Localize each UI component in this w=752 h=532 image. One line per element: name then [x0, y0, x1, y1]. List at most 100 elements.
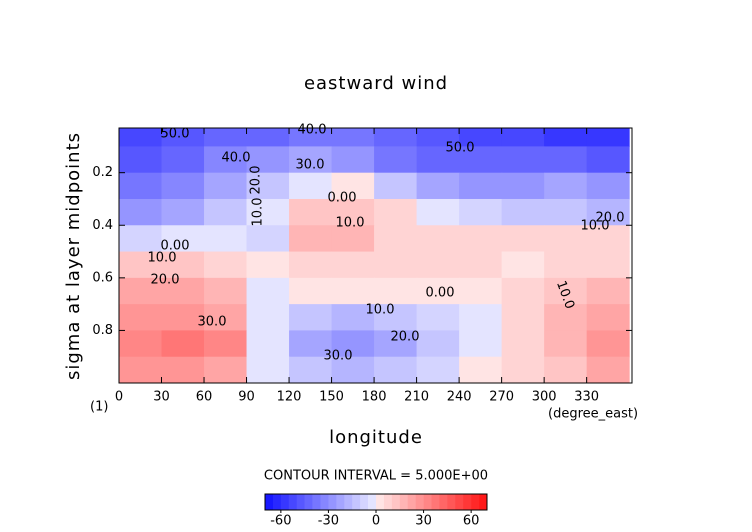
colorbar-cell: [463, 494, 472, 510]
colorbar-cell: [368, 494, 377, 510]
field-cell: [161, 356, 205, 384]
field-cell: [204, 172, 248, 200]
field-cell: [119, 277, 163, 305]
contour-label: 10.0: [581, 219, 610, 234]
colorbar-cell: [304, 494, 313, 510]
colorbar-cell: [280, 494, 290, 510]
field-cell: [586, 356, 630, 384]
field-cell: [501, 225, 545, 253]
field-cell: [246, 330, 290, 358]
x-tick-label: 300: [532, 390, 557, 405]
field-cell: [416, 146, 460, 174]
field-cell: [586, 225, 630, 253]
field-cell: [501, 277, 545, 305]
field-cell: [501, 356, 545, 384]
colorbar-cell: [391, 494, 401, 510]
field-cell: [331, 225, 375, 253]
field-cell: [374, 251, 418, 279]
colorbar-cell: [423, 494, 432, 510]
y-tick-label: 0.8: [92, 323, 113, 338]
x-tick-label: 60: [196, 390, 213, 405]
colorbar-cell: [288, 494, 298, 510]
y-axis-label: sigma at layer midpoints: [63, 132, 84, 380]
field-cell: [161, 251, 205, 279]
contour-label: 10.0: [148, 251, 177, 266]
contour-label: 20.0: [249, 166, 264, 195]
field-cell: [331, 304, 375, 331]
field-cell: [204, 330, 248, 358]
field-cell: [544, 198, 588, 226]
field-cell: [289, 356, 333, 384]
field-cell: [246, 198, 290, 226]
field-cell: [374, 356, 418, 384]
field-cell: [289, 146, 333, 174]
field-cell: [246, 128, 290, 147]
contour-label: 0.00: [161, 239, 190, 254]
colorbar-cell: [383, 494, 393, 510]
x-axis-label: longitude: [329, 427, 423, 448]
contour-interval: CONTOUR INTERVAL = 5.000E+00: [264, 469, 488, 484]
field-cell: [161, 172, 205, 200]
field-cell: [204, 146, 248, 174]
field-cell: [416, 277, 460, 305]
colorbar-cell: [328, 494, 337, 510]
field-cell: [161, 277, 205, 305]
field-cell: [331, 198, 375, 226]
field-cell: [161, 225, 205, 253]
contour-label: 40.0: [298, 123, 327, 138]
colorbar-tick-label: 60: [463, 514, 480, 529]
colorbar-cell: [376, 494, 385, 510]
field-cell: [161, 146, 205, 174]
field-cell: [289, 198, 333, 226]
field-cell: [289, 251, 333, 279]
field-cell: [374, 277, 418, 305]
field-cell: [501, 330, 545, 358]
field-cell: [459, 330, 503, 358]
field-cell: [586, 128, 630, 147]
x-tick-label: 90: [238, 390, 255, 405]
colorbar-cell: [455, 494, 464, 510]
field-cell: [374, 146, 418, 174]
field-cell: [416, 225, 460, 253]
colorbar-cell: [439, 494, 448, 510]
field-cell: [459, 304, 503, 331]
field-cell: [586, 277, 630, 305]
colorbar-cell: [447, 494, 456, 510]
field-cell: [459, 277, 503, 305]
colorbar-cell: [265, 494, 274, 510]
field-cell: [204, 198, 248, 226]
field-cell: [119, 330, 163, 358]
field-cell: [374, 330, 418, 358]
field-cell: [204, 277, 248, 305]
field-cell: [586, 172, 630, 200]
field-cell: [331, 128, 375, 147]
field-cell: [374, 304, 418, 331]
field-cell: [119, 356, 163, 384]
field-cell: [246, 304, 290, 331]
field-cell: [501, 251, 545, 279]
contour-label: 10.0: [336, 216, 365, 231]
x-tick-label: 180: [362, 390, 387, 405]
field-cell: [246, 251, 290, 279]
field-cell: [459, 146, 503, 174]
colorbar-cell: [336, 494, 345, 510]
contour-label: 50.0: [161, 127, 190, 142]
field-cell: [331, 172, 375, 200]
colorbar-tick-label: 30: [415, 514, 432, 529]
field-cell: [374, 128, 418, 147]
field-cell: [544, 356, 588, 384]
field-cell: [161, 128, 205, 147]
x-tick-label: 150: [319, 390, 344, 405]
contour-label: 20.0: [391, 330, 420, 345]
colorbar-cell: [312, 494, 321, 510]
field-cell: [161, 330, 205, 358]
x-tick-label: 210: [404, 390, 429, 405]
colorbar-cell: [479, 494, 488, 510]
field-cell: [374, 198, 418, 226]
field-cell: [501, 198, 545, 226]
contour-label: 0.00: [328, 191, 357, 206]
field-cell: [501, 146, 545, 174]
field-cell: [204, 356, 248, 384]
field-cell: [416, 128, 460, 147]
